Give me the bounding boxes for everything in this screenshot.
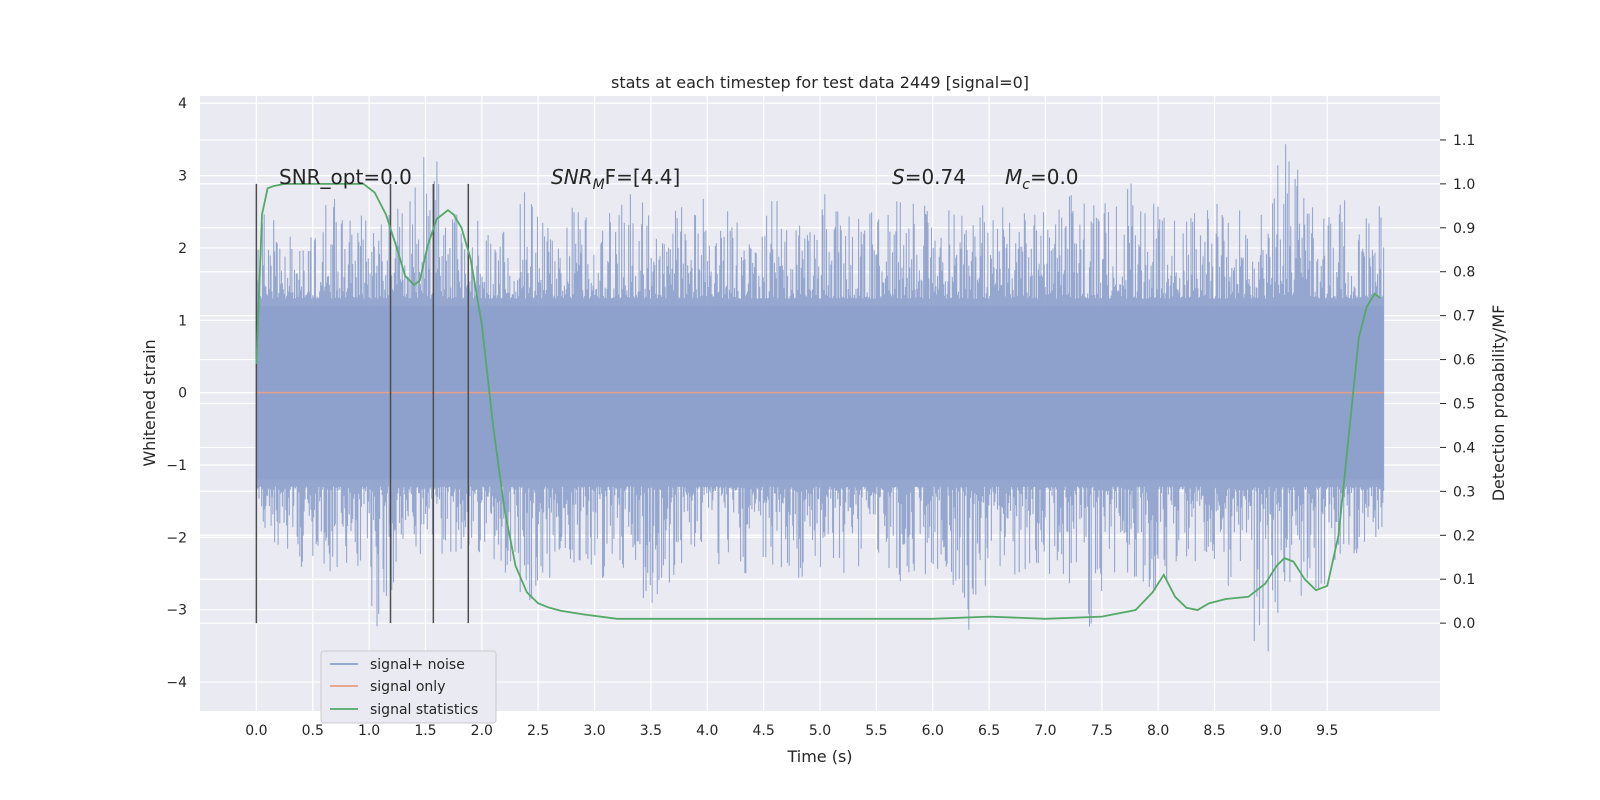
y2-tick-label: 0.1: [1453, 572, 1475, 588]
y2-tick-label: 0.4: [1453, 440, 1475, 456]
x-tick-label: 4.5: [753, 723, 775, 739]
x-tick-label: 8.0: [1147, 723, 1169, 739]
signal-statistics-series: [255, 182, 1381, 620]
y2-tick-label: 0.8: [1453, 265, 1475, 281]
x-tick-label: 7.5: [1091, 723, 1113, 739]
legend-box: [320, 650, 497, 724]
y2-tick-label: 1.0: [1453, 177, 1475, 193]
annotation-snr-mf-main: SNR: [551, 165, 593, 189]
y2-axis-label: Detection probability/MF: [1489, 305, 1508, 502]
annotation-s-main: S: [892, 165, 905, 189]
x-tick-label: 7.0: [1034, 723, 1056, 739]
x-tick-label: 1.5: [414, 723, 436, 739]
annotation-mc: Mc=0.0: [1005, 165, 1079, 193]
y2-tick-label: 0.7: [1453, 309, 1475, 325]
x-tick-label: 3.5: [640, 723, 662, 739]
y-tick-label: −1: [166, 458, 187, 474]
annotation-s: S=0.74: [892, 165, 966, 189]
y2-tick-label: 0.2: [1453, 528, 1475, 544]
x-tick-label: 0.5: [302, 723, 324, 739]
y-tick-label: −3: [166, 603, 187, 619]
y-tick-label: −2: [166, 530, 187, 546]
y2-tick-label: 0.9: [1453, 221, 1475, 237]
y2-tick-label: 1.1: [1453, 133, 1475, 149]
x-tick-label: 9.0: [1260, 723, 1282, 739]
x-axis-ticks: 0.0 0.5 1.0 1.5 2.0 2.5 3.0 3.5 4.0 4.5 5.0 5.5 6.0 6…: [245, 723, 1338, 739]
y2-tick-label: 0.0: [1453, 616, 1475, 632]
annotation-mc-value: =0.0: [1030, 165, 1079, 189]
vertical-markers: [255, 183, 470, 624]
annotation-snr-mf-sub: M: [593, 177, 605, 193]
x-tick-label: 5.0: [809, 723, 831, 739]
legend-label-signal-only: signal only: [370, 679, 445, 695]
x-tick-label: 0.0: [245, 723, 267, 739]
x-tick-label: 1.0: [358, 723, 380, 739]
legend: signal+ noise signal only signal statist…: [320, 650, 497, 724]
x-axis-label: Time (s): [786, 747, 852, 766]
x-tick-label: 4.0: [696, 723, 718, 739]
y2-tick-label: 0.5: [1453, 397, 1475, 413]
annotation-snr-mf-value: F=[4.4]: [605, 165, 681, 189]
x-tick-label: 3.0: [583, 723, 605, 739]
y-tick-label: −4: [166, 675, 187, 691]
x-tick-label: 8.5: [1203, 723, 1225, 739]
y2-tick-label: 0.3: [1453, 484, 1475, 500]
y2-tick-label: 0.6: [1453, 353, 1475, 369]
x-tick-label: 9.5: [1316, 723, 1338, 739]
y-axis-ticks: −4 −3 −2 −1 0 1 2 3 4: [166, 96, 187, 691]
legend-label-signal-statistics: signal statistics: [370, 702, 478, 718]
x-tick-label: 5.5: [865, 723, 887, 739]
y-tick-label: 0: [178, 386, 187, 402]
legend-label-signal-noise: signal+ noise: [370, 657, 465, 673]
y-tick-label: 4: [178, 96, 187, 112]
x-tick-label: 2.0: [471, 723, 493, 739]
y-tick-label: 1: [178, 313, 187, 329]
annotation-s-value: =0.74: [905, 165, 966, 189]
x-tick-label: 2.5: [527, 723, 549, 739]
y2-axis-ticks: 0.0 0.1 0.2 0.3 0.4 0.5 0.6 0.7 0.8 0.9 1.0 1.1: [1440, 133, 1475, 632]
x-tick-label: 6.5: [978, 723, 1000, 739]
annotation-mc-main: M: [1005, 165, 1022, 189]
signal-statistics-line: [255, 182, 1381, 620]
annotation-snr-opt: SNR_opt=0.0: [279, 165, 412, 189]
x-tick-label: 6.0: [922, 723, 944, 739]
chart-title: stats at each timestep for test data 244…: [611, 73, 1029, 92]
annotation-snr-mf: SNRMF=[4.4]: [551, 165, 680, 193]
y-axis-label: Whitened strain: [140, 339, 159, 466]
y-tick-label: 2: [178, 241, 187, 257]
annotation-mc-sub: c: [1022, 177, 1030, 193]
y-tick-label: 3: [178, 169, 187, 185]
